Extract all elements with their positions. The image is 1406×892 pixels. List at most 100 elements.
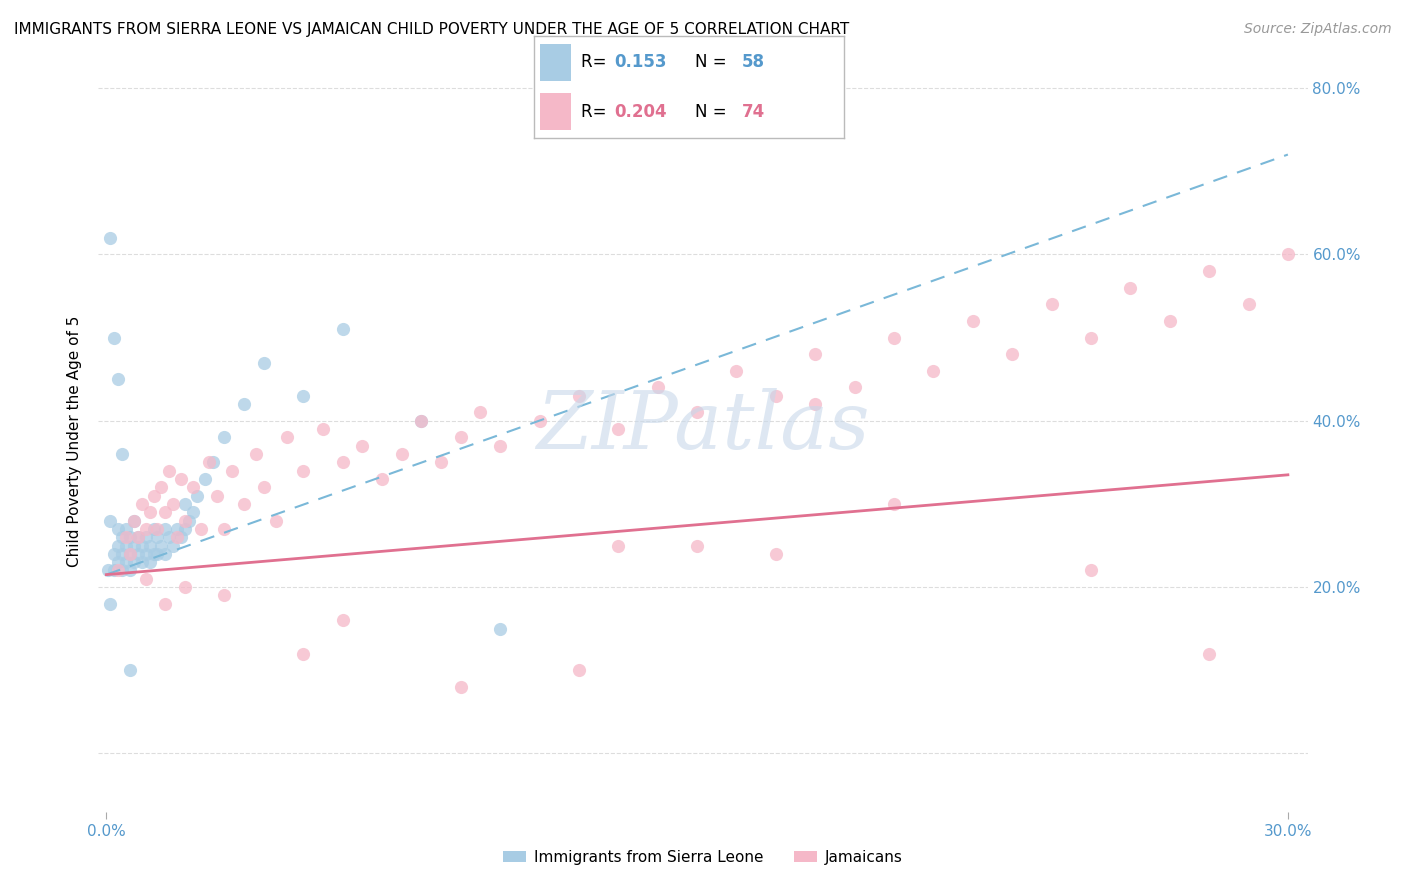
Point bbox=[118, 547, 141, 561]
Point bbox=[111, 447, 134, 461]
Point bbox=[111, 530, 134, 544]
Point bbox=[115, 555, 138, 569]
Text: 0.153: 0.153 bbox=[614, 54, 668, 71]
Point bbox=[131, 555, 153, 569]
Point bbox=[162, 539, 184, 553]
Point bbox=[221, 464, 243, 478]
Point bbox=[1119, 280, 1142, 294]
Point bbox=[135, 530, 157, 544]
Point bbox=[332, 614, 354, 628]
Point bbox=[122, 555, 145, 569]
Point bbox=[150, 480, 173, 494]
Point bbox=[430, 455, 453, 469]
Point bbox=[489, 622, 512, 636]
Point bbox=[157, 464, 180, 478]
Point bbox=[647, 380, 669, 394]
Point bbox=[127, 547, 149, 561]
Point bbox=[765, 547, 787, 561]
Point bbox=[166, 530, 188, 544]
Point bbox=[170, 472, 193, 486]
Point bbox=[155, 505, 177, 519]
Point bbox=[201, 455, 224, 469]
Text: ZIPatlas: ZIPatlas bbox=[536, 388, 870, 466]
Point bbox=[197, 455, 219, 469]
Point bbox=[883, 330, 905, 344]
Point bbox=[146, 522, 169, 536]
Point bbox=[142, 522, 165, 536]
Point bbox=[107, 564, 129, 578]
Point bbox=[107, 522, 129, 536]
Bar bbox=[540, 93, 571, 130]
Point bbox=[135, 522, 157, 536]
Point bbox=[1198, 264, 1220, 278]
Bar bbox=[540, 44, 571, 81]
Point bbox=[411, 414, 433, 428]
Point bbox=[122, 514, 145, 528]
Point bbox=[371, 472, 394, 486]
Point bbox=[1237, 297, 1260, 311]
Point bbox=[686, 405, 709, 419]
Point bbox=[170, 530, 193, 544]
Point bbox=[135, 547, 157, 561]
Text: R=: R= bbox=[581, 103, 612, 120]
Point bbox=[214, 522, 236, 536]
Point bbox=[725, 364, 748, 378]
Point bbox=[103, 330, 125, 344]
Point bbox=[844, 380, 866, 394]
Point bbox=[115, 530, 138, 544]
Point bbox=[142, 489, 165, 503]
Point bbox=[190, 522, 212, 536]
Point bbox=[529, 414, 551, 428]
Point bbox=[489, 439, 512, 453]
Point bbox=[150, 539, 173, 553]
Point bbox=[118, 564, 141, 578]
Text: 74: 74 bbox=[741, 103, 765, 120]
Legend: Immigrants from Sierra Leone, Jamaicans: Immigrants from Sierra Leone, Jamaicans bbox=[498, 844, 908, 871]
Point bbox=[146, 547, 169, 561]
Point bbox=[205, 489, 228, 503]
Point bbox=[186, 489, 208, 503]
Point bbox=[107, 372, 129, 386]
Point bbox=[607, 422, 630, 436]
Point bbox=[157, 530, 180, 544]
Point bbox=[177, 514, 200, 528]
Point bbox=[568, 663, 591, 677]
Point bbox=[1080, 564, 1102, 578]
Text: 0.204: 0.204 bbox=[614, 103, 668, 120]
Point bbox=[194, 472, 217, 486]
Point bbox=[292, 389, 315, 403]
Point bbox=[1159, 314, 1181, 328]
Point bbox=[292, 464, 315, 478]
Point bbox=[127, 530, 149, 544]
Point bbox=[332, 455, 354, 469]
Point bbox=[804, 397, 827, 411]
Point bbox=[98, 514, 121, 528]
Point bbox=[115, 539, 138, 553]
Point bbox=[470, 405, 492, 419]
Point bbox=[155, 547, 177, 561]
Point bbox=[568, 389, 591, 403]
Point bbox=[1040, 297, 1063, 311]
Point bbox=[138, 555, 160, 569]
Point bbox=[883, 497, 905, 511]
Point bbox=[253, 355, 276, 369]
Point bbox=[98, 231, 121, 245]
Point bbox=[312, 422, 335, 436]
Point bbox=[111, 547, 134, 561]
Point bbox=[115, 522, 138, 536]
Point bbox=[765, 389, 787, 403]
Point bbox=[233, 397, 256, 411]
Point bbox=[391, 447, 413, 461]
Point bbox=[135, 572, 157, 586]
Text: 58: 58 bbox=[741, 54, 765, 71]
Point bbox=[142, 547, 165, 561]
Point bbox=[1277, 247, 1299, 261]
Point bbox=[111, 564, 134, 578]
Point bbox=[332, 322, 354, 336]
Point bbox=[264, 514, 287, 528]
Text: N =: N = bbox=[695, 54, 727, 71]
Text: N =: N = bbox=[695, 103, 727, 120]
Point bbox=[686, 539, 709, 553]
Point bbox=[118, 547, 141, 561]
Point bbox=[103, 547, 125, 561]
